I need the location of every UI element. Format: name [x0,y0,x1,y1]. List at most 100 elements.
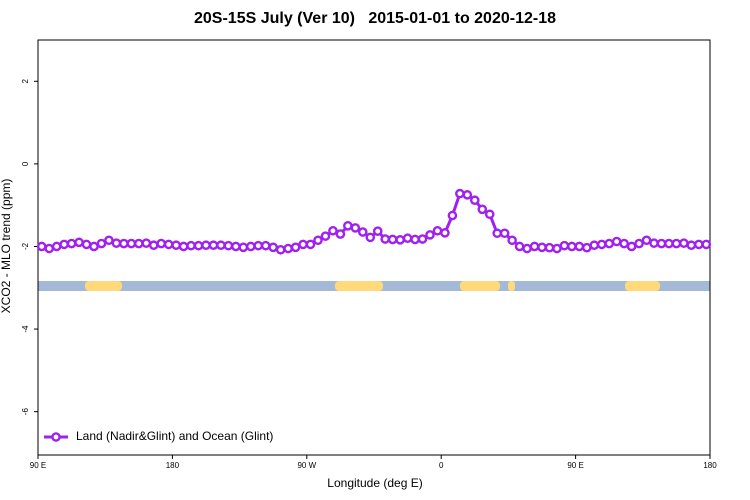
point [89,241,99,252]
point [245,241,256,252]
legend-label: Land (Nadir&Glint) and Ocean (Glint) [76,429,273,443]
x-axis-label: Longitude (deg E) [327,476,422,490]
point [619,238,629,249]
point [417,234,428,244]
land-band [508,281,515,291]
point [522,243,532,254]
point [679,238,689,248]
point [552,243,562,254]
land-band [460,281,500,291]
point [253,240,264,251]
legend-marker [51,432,61,442]
x-tick-label: 180 [166,461,180,470]
point [611,236,622,247]
point [216,240,226,251]
land-band [335,281,383,291]
y-axis-label: XCO2 - MLO trend (ppm) [0,179,13,314]
point [567,241,577,252]
point [44,243,55,254]
point [604,238,615,249]
point [305,239,316,250]
point [402,233,413,244]
point [641,235,652,246]
x-tick-label: 90 E [567,461,583,470]
point [328,225,338,236]
y-tick-label: -2 [21,242,30,250]
point [559,240,570,251]
point [66,238,77,249]
point [148,240,159,251]
point [410,234,420,245]
point [156,238,166,249]
point [275,244,286,255]
point [350,223,361,233]
point [589,240,600,251]
point [469,195,480,206]
point [283,243,293,254]
point [425,230,435,240]
land-band [85,281,122,291]
point [544,242,555,253]
point [365,232,376,243]
point [372,226,383,236]
point [335,229,346,239]
point [537,242,547,253]
point [81,239,92,250]
point [686,240,697,251]
point [574,241,585,252]
point [432,225,443,236]
x-tick-label: 90 E [30,461,46,470]
y-tick-label: 0 [21,161,30,166]
point [484,209,495,220]
point [664,238,674,249]
point [171,240,181,251]
point [141,238,152,248]
point [231,241,241,252]
point [447,210,458,221]
point [462,190,473,200]
point [238,242,249,253]
point [694,239,704,250]
point [126,238,137,249]
point [36,241,47,252]
point [455,188,465,199]
point [193,240,204,251]
point [507,235,517,246]
point [499,228,510,239]
x-tick-label: 0 [439,461,444,470]
point [440,228,450,238]
point [178,241,189,252]
point [320,231,331,241]
point [298,239,308,250]
point [582,242,592,253]
point [119,238,129,249]
point [671,238,682,249]
point [529,241,540,252]
point [201,240,211,251]
point [74,237,84,248]
chart-title: 20S-15S July (Ver 10) 2015-01-01 to 2020… [194,10,556,27]
point [387,234,398,245]
point [596,239,607,250]
x-tick-label: 90 W [297,461,316,470]
y-tick-label: 2 [21,79,30,84]
point [51,241,62,252]
land-band [625,281,660,291]
point [223,240,234,251]
point [290,242,301,253]
point [357,227,368,237]
point [313,235,323,246]
y-tick-label: -4 [21,325,30,333]
land-ocean-strip [38,281,710,291]
point [477,204,488,215]
point [343,221,353,231]
point [634,238,644,249]
point [656,238,667,249]
y-tick-label: -6 [21,408,30,416]
point [260,240,271,251]
point [59,239,69,250]
point [268,242,279,253]
point [208,240,219,251]
point [186,240,196,251]
point [380,234,391,244]
